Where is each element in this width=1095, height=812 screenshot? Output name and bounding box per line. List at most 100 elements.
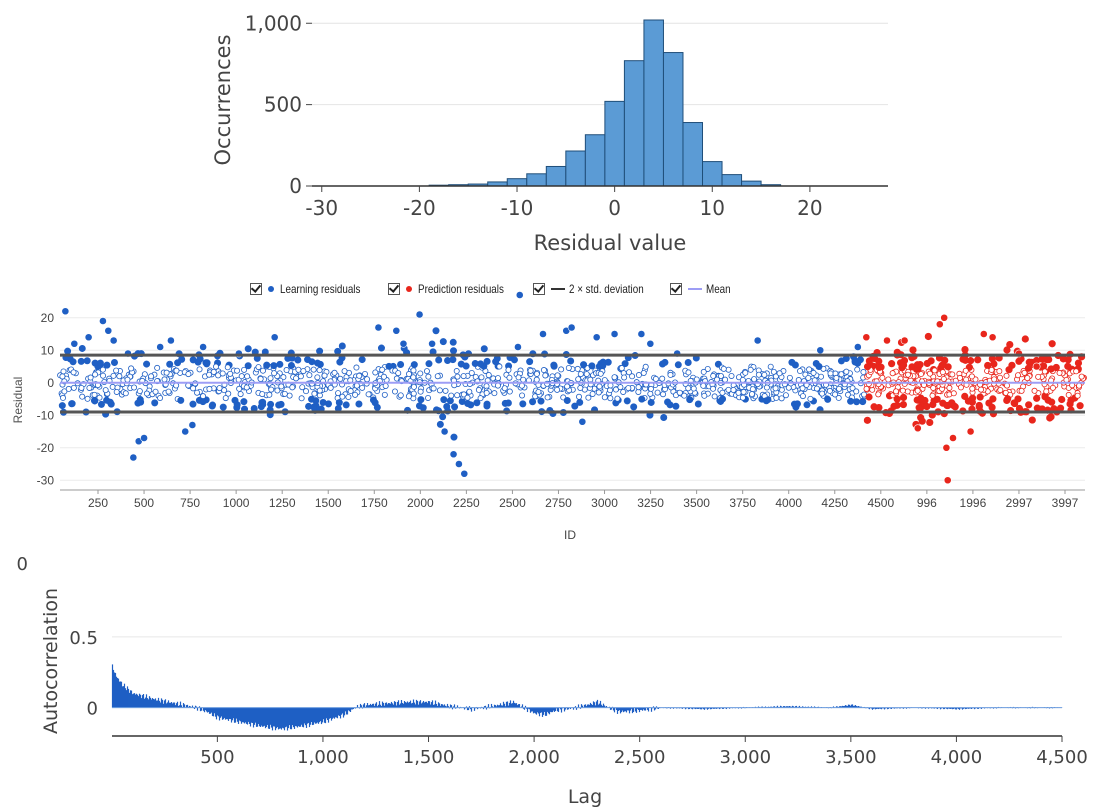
learning-residual-point bbox=[621, 374, 628, 381]
legend-checkbox-learning[interactable] bbox=[250, 283, 262, 295]
learning-residual-point bbox=[674, 361, 682, 369]
prediction-residual-point bbox=[913, 424, 922, 433]
learning-residual-point bbox=[567, 323, 576, 332]
prediction-residual-point bbox=[899, 361, 908, 369]
prediction-residual-point bbox=[943, 476, 952, 485]
learning-residual-point bbox=[103, 396, 111, 404]
learning-residual-point bbox=[337, 375, 344, 382]
legend-item-prediction-residuals[interactable]: Prediction residuals bbox=[388, 282, 523, 296]
learning-residual-point bbox=[611, 374, 618, 381]
learning-residual-point bbox=[501, 385, 508, 392]
learning-residual-point bbox=[753, 336, 762, 345]
learning-residual-point bbox=[110, 359, 118, 367]
prediction-residual-point bbox=[1065, 391, 1072, 398]
learning-residual-point bbox=[824, 395, 832, 403]
learning-residual-point bbox=[335, 399, 343, 407]
learning-residual-point bbox=[533, 376, 540, 383]
learning-residual-point bbox=[510, 356, 518, 364]
learning-residual-point bbox=[719, 389, 726, 396]
legend-checkbox-prediction[interactable] bbox=[388, 283, 401, 295]
learning-residual-point bbox=[391, 388, 398, 395]
learning-residual-point bbox=[485, 372, 492, 379]
learning-residual-point bbox=[629, 373, 636, 380]
learning-residual-point bbox=[473, 399, 481, 407]
learning-residual-point bbox=[78, 344, 86, 352]
learning-residual-point bbox=[156, 343, 165, 351]
learning-residual-point bbox=[859, 398, 867, 406]
learning-residual-point bbox=[599, 362, 607, 370]
learning-residual-point bbox=[79, 393, 86, 400]
prediction-residual-point bbox=[1033, 394, 1041, 402]
learning-residual-point bbox=[206, 385, 213, 392]
learning-residual-point bbox=[241, 366, 248, 373]
learning-residual-point bbox=[647, 398, 655, 406]
prediction-residual-point bbox=[926, 370, 933, 377]
learning-residual-point bbox=[373, 403, 381, 411]
residuals-x-tick-label: 1250 bbox=[269, 496, 296, 510]
prediction-residual-point bbox=[961, 392, 969, 400]
autocorrelation-svg: 0 0.5 500 1,000 1,500 2,000 2,500 3,000 3,500 4,0… bbox=[17, 554, 1088, 808]
learning-residual-point bbox=[725, 386, 732, 393]
learning-residual-point bbox=[453, 368, 460, 375]
learning-residual-point bbox=[807, 395, 814, 402]
prediction-residual-point bbox=[863, 416, 872, 424]
learning-residual-point bbox=[685, 385, 692, 392]
legend-item-mean[interactable]: Mean bbox=[669, 282, 736, 296]
learning-residual-point bbox=[345, 394, 352, 401]
prediction-residual-point bbox=[962, 367, 969, 374]
learning-residual-point bbox=[635, 384, 642, 391]
residuals-legend: Learning residuals Prediction residuals … bbox=[250, 282, 746, 296]
residuals-x-tick-label: 3997 bbox=[1052, 496, 1079, 510]
learning-residual-point bbox=[460, 469, 469, 478]
learning-residual-point bbox=[638, 395, 646, 403]
learning-residual-point bbox=[194, 389, 201, 396]
learning-residual-point bbox=[303, 388, 310, 395]
learning-residual-point bbox=[449, 338, 457, 346]
learning-residual-point bbox=[819, 390, 826, 397]
legend-item-learning-residuals[interactable]: Learning residuals bbox=[250, 282, 378, 296]
residuals-x-tick-label: 3750 bbox=[729, 496, 756, 510]
residuals-x-axis-label: ID bbox=[564, 528, 576, 542]
prediction-residual-point bbox=[926, 418, 934, 427]
histogram-y-axis-label: Occurrences bbox=[211, 34, 235, 165]
learning-residual-point bbox=[173, 367, 180, 374]
learning-residual-point bbox=[505, 366, 512, 373]
learning-residual-point bbox=[227, 370, 234, 377]
learning-residual-point bbox=[392, 326, 401, 335]
learning-residual-point bbox=[143, 390, 150, 397]
learning-residual-point bbox=[466, 388, 473, 395]
prediction-residual-point bbox=[957, 384, 964, 391]
learning-residual-point bbox=[519, 392, 526, 399]
learning-residual-point bbox=[540, 367, 547, 374]
learning-residual-point bbox=[86, 384, 93, 391]
residuals-x-tick-label: 3250 bbox=[637, 496, 664, 510]
learning-residual-point bbox=[574, 365, 581, 372]
learning-residual-point bbox=[289, 384, 296, 391]
residuals-x-tick-label: 2750 bbox=[545, 496, 572, 510]
learning-residual-point bbox=[799, 393, 806, 400]
learning-residual-point bbox=[700, 382, 707, 389]
learning-residual-point bbox=[271, 370, 278, 377]
legend-checkbox-std[interactable] bbox=[532, 283, 545, 295]
legend-checkbox-mean[interactable] bbox=[669, 283, 682, 295]
learning-residual-point bbox=[763, 384, 770, 391]
legend-item-std-deviation[interactable]: 2 × std. deviation bbox=[532, 282, 660, 296]
learning-residual-point bbox=[454, 392, 461, 399]
learning-residual-point bbox=[104, 326, 113, 335]
autocorrelation-x-tick-label: 2,000 bbox=[508, 747, 560, 768]
prediction-residual-point bbox=[893, 395, 901, 403]
learning-residual-point bbox=[843, 368, 850, 375]
learning-residual-point bbox=[136, 396, 144, 404]
learning-residual-point bbox=[776, 370, 783, 377]
learning-residual-point bbox=[773, 394, 780, 401]
learning-residual-point bbox=[685, 369, 692, 376]
learning-residual-point bbox=[620, 388, 627, 395]
learning-residual-point bbox=[87, 374, 94, 381]
learning-residual-point bbox=[83, 357, 91, 365]
prediction-residual-point bbox=[1052, 363, 1060, 372]
residuals-x-tick-label: 4500 bbox=[867, 496, 894, 510]
learning-residual-point bbox=[494, 382, 501, 389]
learning-residual-point bbox=[212, 363, 219, 370]
learning-residual-point bbox=[544, 394, 551, 401]
learning-residual-point bbox=[196, 366, 203, 373]
